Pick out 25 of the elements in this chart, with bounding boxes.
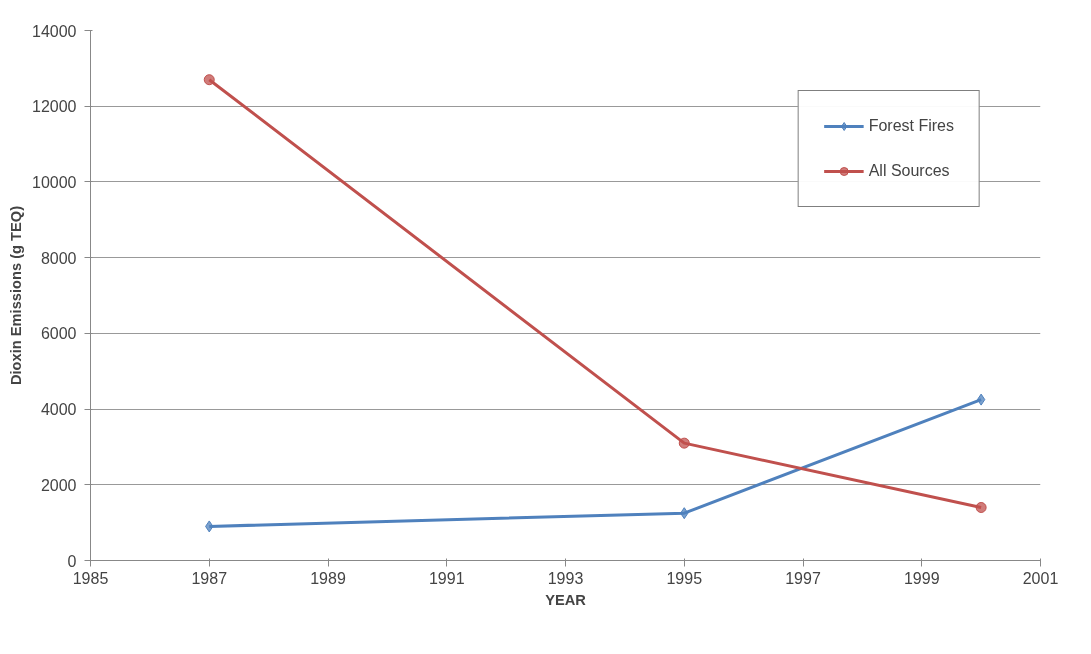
x-tick-label: 1993 [547, 569, 584, 587]
x-tick-label: 1991 [428, 569, 465, 587]
x-tick-label: 1997 [785, 569, 821, 587]
y-tick-label: 10000 [32, 173, 77, 191]
x-tick-label: 1987 [191, 569, 228, 587]
x-tick-label: 1989 [310, 569, 346, 587]
legend-label: Forest Fires [868, 117, 954, 135]
y-tick-label: 14000 [32, 22, 77, 40]
legend-label: All Sources [868, 162, 950, 180]
x-tick-label: 1995 [666, 569, 703, 587]
point [975, 502, 987, 513]
y-tick-label: 8000 [40, 249, 77, 267]
y-axis-title: Dioxin Emissions (g TEQ) [8, 205, 25, 386]
y-tick-label: 12000 [32, 98, 77, 116]
x-tick-label: 1999 [903, 569, 940, 587]
x-tick-label: 2001 [1022, 569, 1059, 587]
x-axis-title: YEAR [545, 591, 587, 608]
point [678, 437, 690, 449]
y-tick-label: 2000 [40, 476, 77, 494]
point [976, 393, 986, 406]
y-tick-label: 6000 [40, 325, 77, 343]
x-tick-label: 1985 [72, 569, 109, 587]
point [203, 74, 215, 86]
y-tick-label: 0 [67, 552, 77, 570]
y-tick-label: 4000 [40, 401, 77, 419]
